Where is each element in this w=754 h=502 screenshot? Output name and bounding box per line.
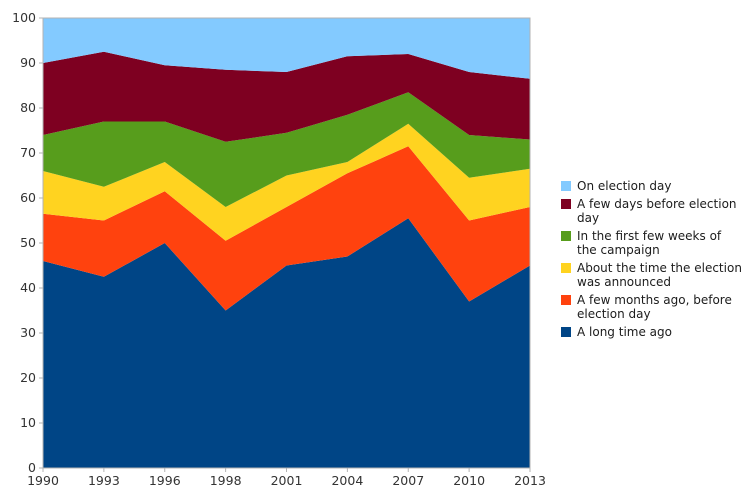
x-axis-label: 2007 xyxy=(392,473,424,488)
legend-item-a-few-months-ago-before: A few months ago, before election day xyxy=(561,293,753,321)
plot-area: 0 10 20 30 40 50 60 70 80 90 100 1990 1993 1996 1998 20… xyxy=(12,10,546,488)
legend-swatch-icon xyxy=(561,181,571,191)
y-axis-label: 40 xyxy=(20,280,36,295)
x-axis-label: 2001 xyxy=(271,473,303,488)
legend-swatch-icon xyxy=(561,231,571,241)
area-series-a-few-months-ago-before-election-day xyxy=(43,146,530,311)
y-axis-label: 0 xyxy=(28,460,36,475)
area-series-on-election-day xyxy=(43,18,530,79)
legend-label: A few days before election day xyxy=(577,197,737,225)
area-series-a-few-days-before-election-day xyxy=(43,51,530,142)
y-axis-label: 90 xyxy=(20,55,36,70)
y-axis-label: 80 xyxy=(20,100,36,115)
area-series-in-the-first-few-weeks-of-the-campaign xyxy=(43,92,530,207)
legend-swatch-icon xyxy=(561,327,571,337)
y-axis-label: 30 xyxy=(20,325,36,340)
legend-swatch-icon xyxy=(561,199,571,209)
legend-item-a-long-time-ago: A long time ago xyxy=(561,325,753,339)
y-axis-label: 60 xyxy=(20,190,36,205)
legend-swatch-icon xyxy=(561,263,571,273)
x-axis-label: 2004 xyxy=(331,473,363,488)
legend-label: In the first few weeks of the campaign xyxy=(577,229,722,257)
legend-item-about-the-time-the-election: About the time the election was announce… xyxy=(561,261,753,289)
legend-label: A few months ago, before election day xyxy=(577,293,732,321)
x-axis-label: 1996 xyxy=(149,473,181,488)
y-axis-label: 50 xyxy=(20,235,36,250)
area-series-a-long-time-ago xyxy=(43,218,530,468)
area-series-about-the-time-the-election-was-announced xyxy=(43,123,530,241)
x-axis-label: 1993 xyxy=(88,473,120,488)
x-axis-label: 2013 xyxy=(514,473,546,488)
x-axis-label: 1990 xyxy=(27,473,59,488)
y-axis-label: 70 xyxy=(20,145,36,160)
chart-legend: On election day A few days before electio… xyxy=(561,179,753,343)
legend-swatch-icon xyxy=(561,295,571,305)
y-axis-label: 100 xyxy=(12,10,36,25)
x-axis-label: 2010 xyxy=(453,473,485,488)
legend-item-a-few-days-before-election-day: A few days before election day xyxy=(561,197,753,225)
legend-item-on-election-day: On election day xyxy=(561,179,753,193)
y-axis-label: 10 xyxy=(20,415,36,430)
x-axis-label: 1998 xyxy=(210,473,242,488)
legend-label: About the time the election was announce… xyxy=(577,261,742,289)
legend-item-in-the-first-few-weeks-of: In the first few weeks of the campaign xyxy=(561,229,753,257)
legend-label: A long time ago xyxy=(577,325,672,339)
legend-label: On election day xyxy=(577,179,672,193)
y-axis-label: 20 xyxy=(20,370,36,385)
